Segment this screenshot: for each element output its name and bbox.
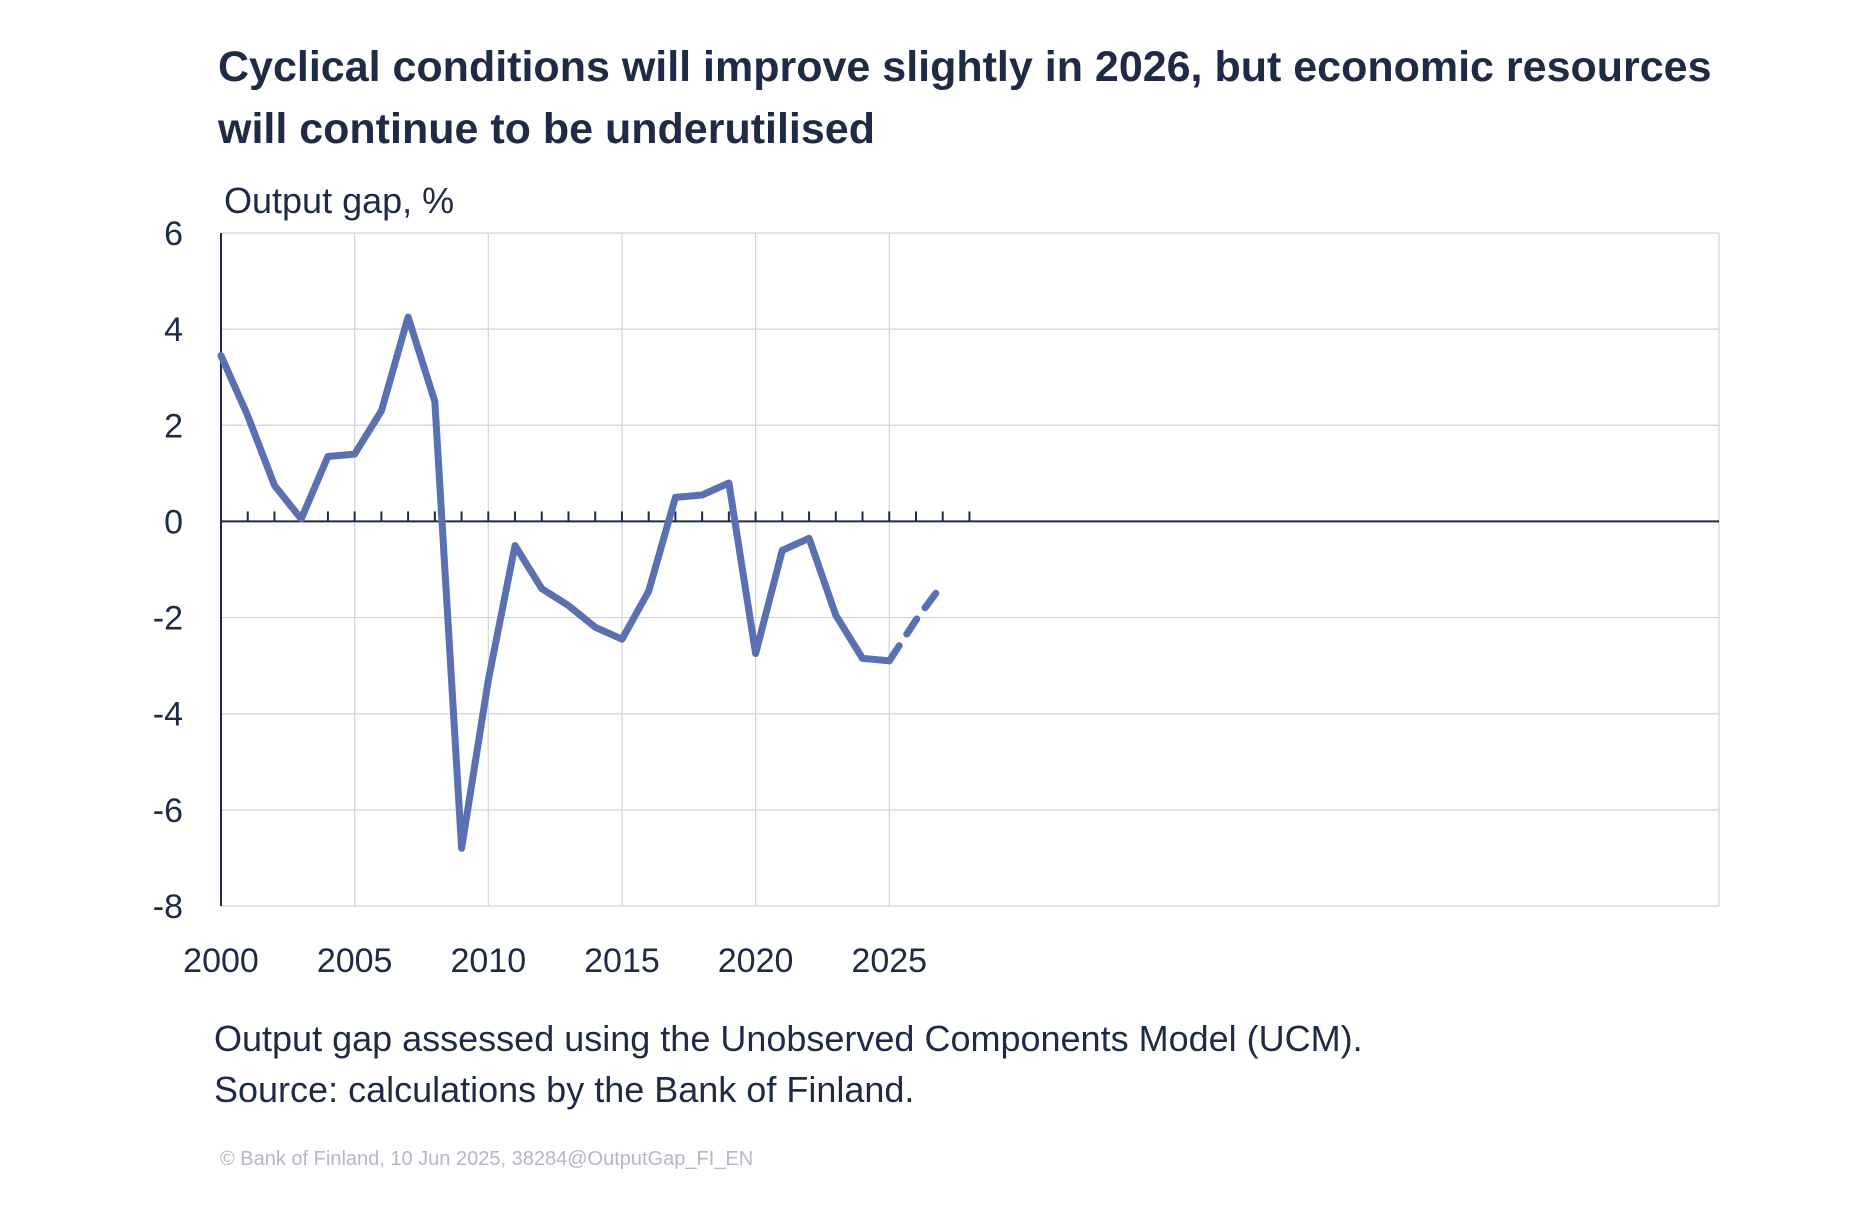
- y-tick-label: 2: [164, 407, 183, 445]
- y-tick-label: 6: [164, 215, 183, 253]
- series-layer: [217, 313, 947, 852]
- y-tick-label: -6: [153, 792, 183, 830]
- chart-note-method: Output gap assessed using the Unobserved…: [214, 1018, 1363, 1059]
- axis-layer: [220, 233, 1719, 906]
- x-tick-label: 2025: [851, 942, 927, 980]
- chart-title: Cyclical conditions will improve slightl…: [218, 43, 1712, 153]
- y-tick-label: -8: [153, 888, 183, 926]
- y-tick-label: -2: [153, 600, 183, 638]
- y-tick-label: 4: [164, 311, 183, 349]
- x-tick-label: 2020: [718, 942, 794, 980]
- copyright-text: © Bank of Finland, 10 Jun 2025, 38284@Ou…: [220, 1148, 754, 1170]
- forecast-series-line: [885, 580, 947, 665]
- chart-note-source: Source: calculations by the Bank of Finl…: [214, 1069, 915, 1110]
- y-axis-label: Output gap, %: [224, 180, 455, 221]
- x-tick-label: 2010: [450, 942, 526, 980]
- x-tick-label: 2005: [317, 942, 393, 980]
- x-tick-label: 2000: [183, 942, 259, 980]
- y-tick-label: -4: [153, 696, 183, 734]
- y-tick-label: 0: [164, 503, 183, 541]
- grid-layer: [221, 232, 1720, 907]
- x-tick-label: 2015: [584, 942, 660, 980]
- output-gap-series-line: [217, 313, 893, 852]
